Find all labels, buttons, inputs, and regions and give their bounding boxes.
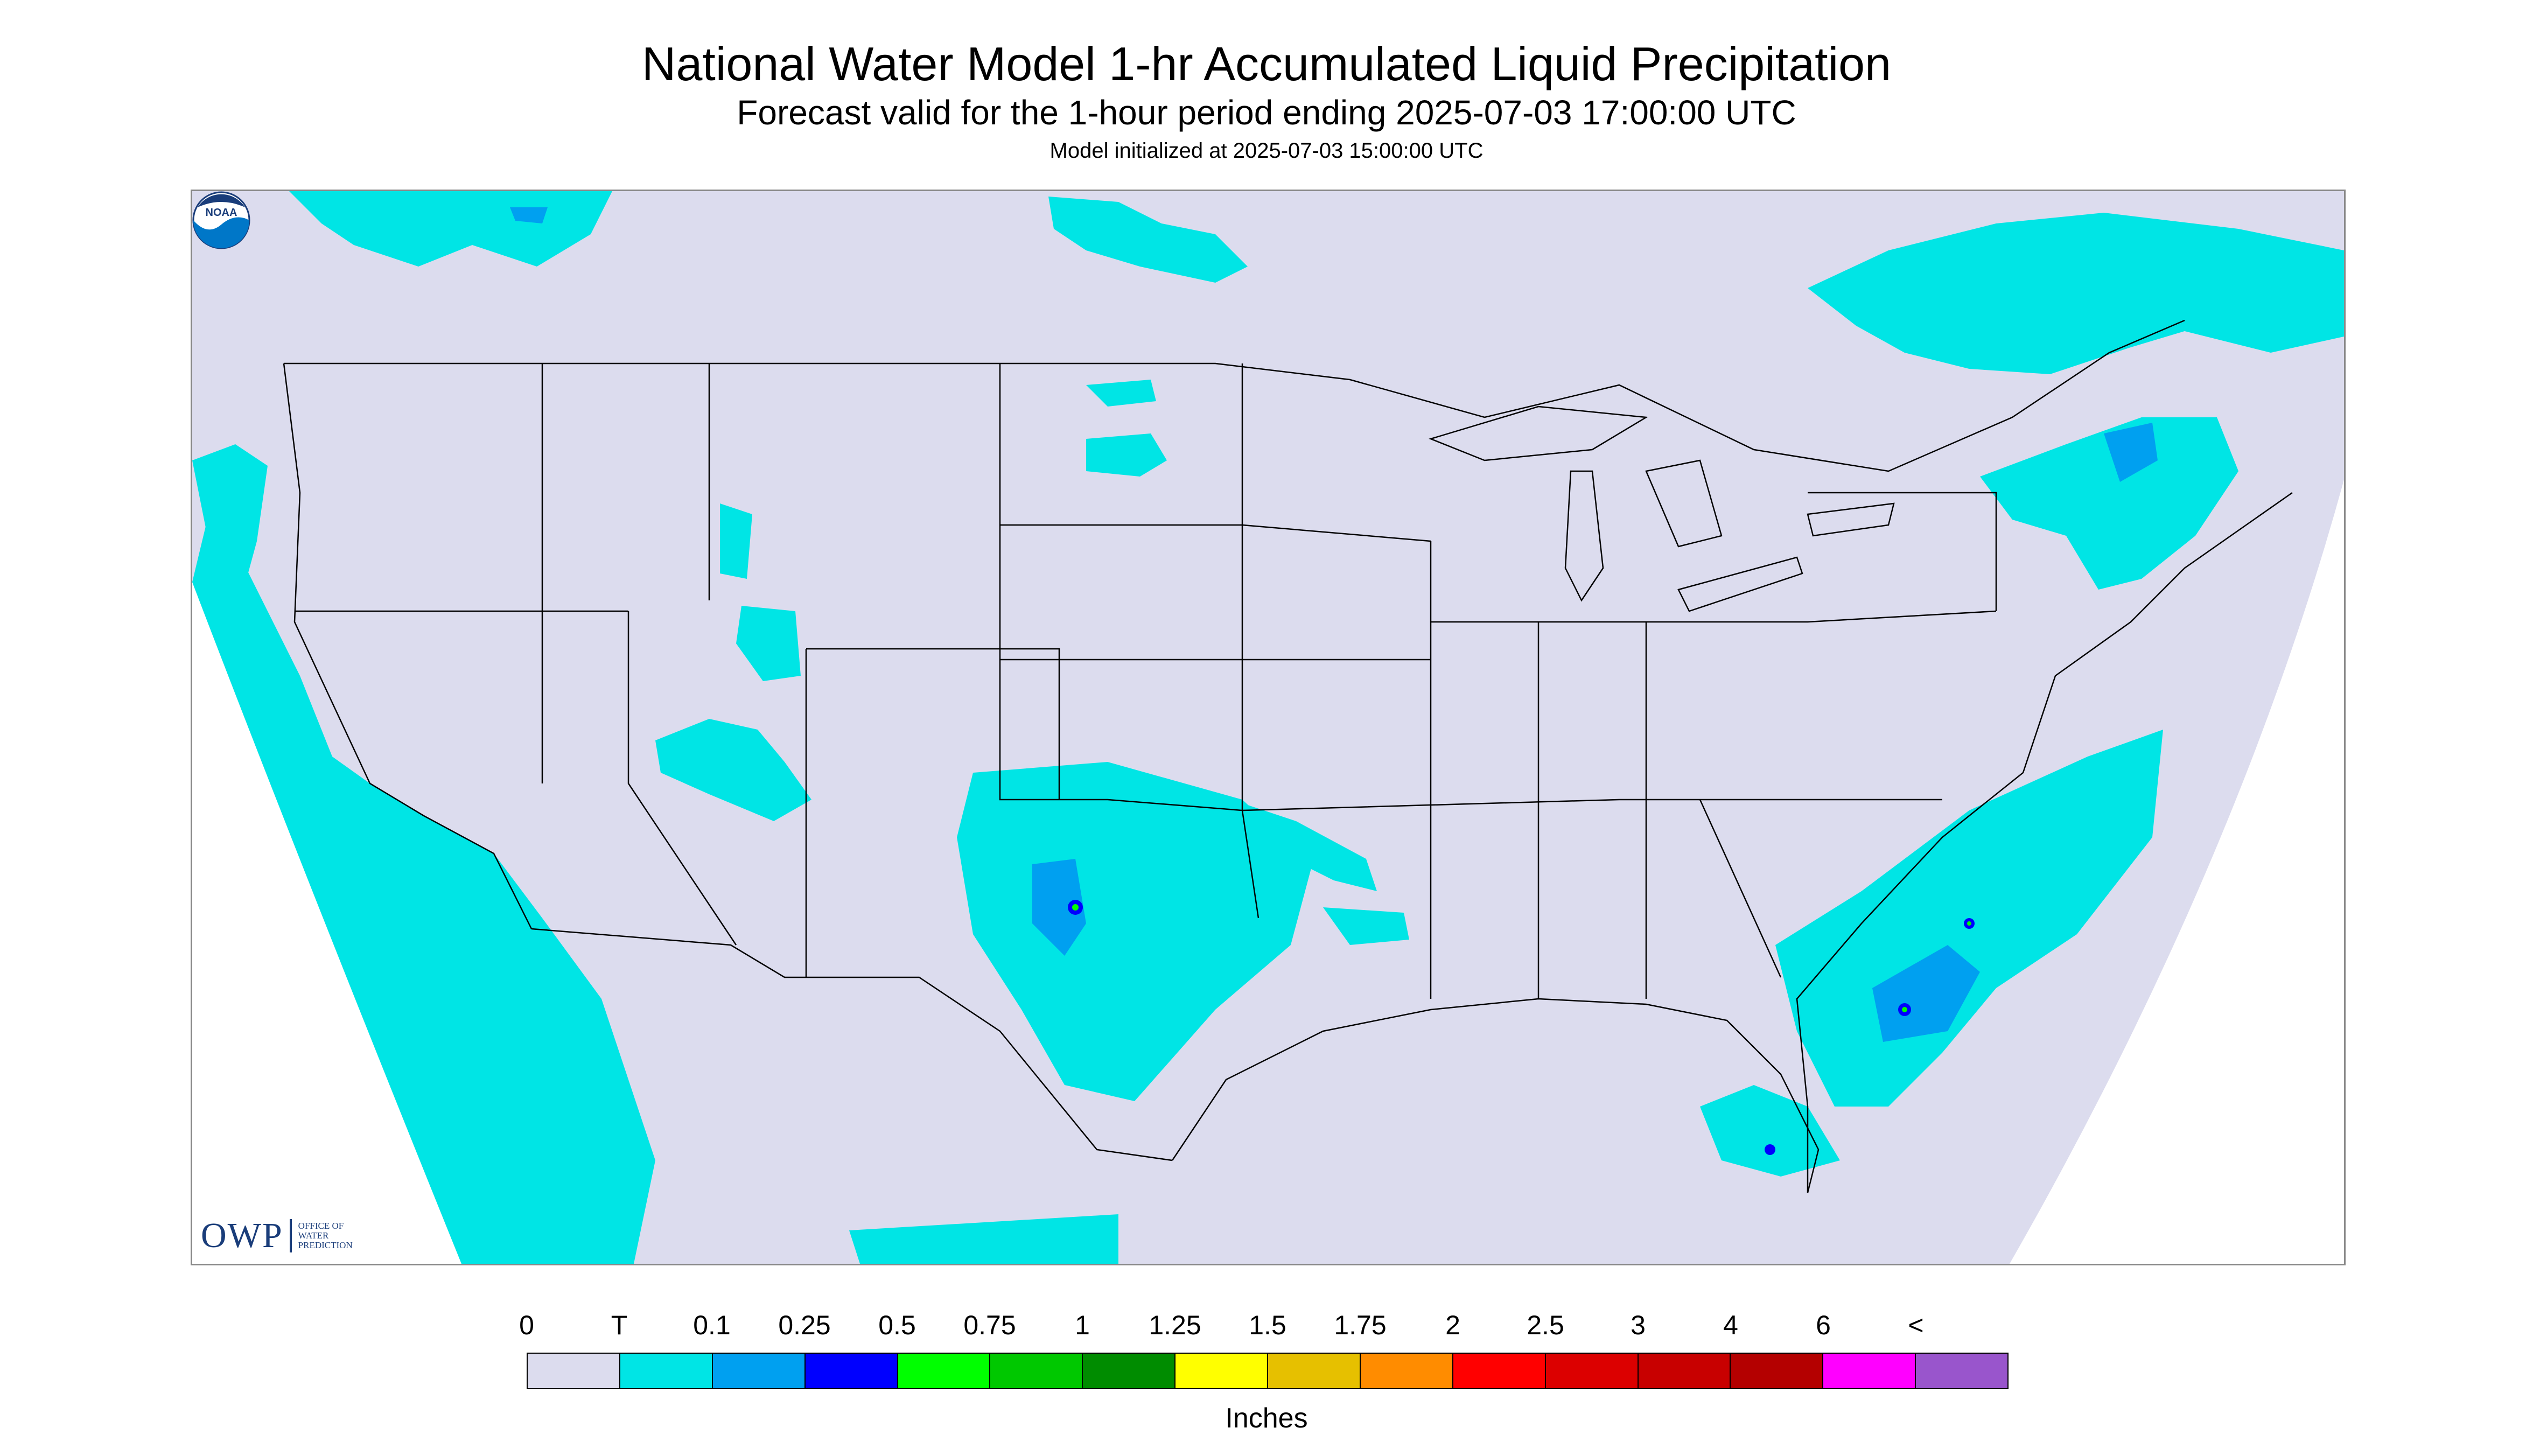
map-title: National Water Model 1-hr Accumulated Li… bbox=[641, 37, 1892, 90]
precip-area-pacific-northwest bbox=[192, 444, 268, 600]
precip-area-idaho bbox=[720, 503, 752, 579]
owp-logo-line: WATER bbox=[298, 1230, 329, 1241]
precip-area-louisiana bbox=[1323, 907, 1409, 945]
precip-legend: 0 T 0.1 0.25 0.5 0.75 1 1.25 1.5 1.75 2 2.5 3 4 6 < bbox=[519, 1292, 2009, 1389]
legend-swatch bbox=[1175, 1354, 1268, 1388]
legend-tick-label: 1.75 bbox=[1334, 1310, 1387, 1340]
legend-swatch bbox=[1638, 1354, 1731, 1388]
us-canada-border bbox=[284, 319, 2185, 472]
precip-cell bbox=[1967, 921, 1971, 926]
map-canvas bbox=[192, 191, 2344, 1264]
boundary-line bbox=[1699, 799, 1782, 978]
legend-tick-label: 0 bbox=[519, 1310, 534, 1340]
boundary-line bbox=[1242, 799, 1942, 811]
precip-light-canada bbox=[510, 207, 548, 223]
lake-huron bbox=[1645, 459, 1723, 548]
boundary-line bbox=[1808, 492, 1997, 611]
forecast-valid-subtitle: Forecast valid for the 1-hour period end… bbox=[737, 93, 1796, 132]
state-boundaries bbox=[283, 319, 2293, 1193]
legend-tick-label: 6 bbox=[1816, 1310, 1831, 1340]
precip-area-dakota bbox=[1086, 433, 1167, 477]
legend-tick-label: 3 bbox=[1631, 1310, 1646, 1340]
legend-tick-label: 0.75 bbox=[963, 1310, 1016, 1340]
precip-area-canada-central bbox=[1048, 197, 1248, 283]
legend-tick-label: 4 bbox=[1723, 1310, 1738, 1340]
us-mexico-border bbox=[531, 928, 1173, 1161]
boundary-line bbox=[806, 648, 1060, 800]
precip-cell bbox=[1072, 904, 1079, 911]
legend-swatch bbox=[528, 1354, 620, 1388]
owp-logo-text: OFFICE OF WATER PREDICTION bbox=[298, 1221, 353, 1250]
legend-swatch bbox=[1083, 1354, 1176, 1388]
precip-light-maine bbox=[2104, 423, 2158, 482]
legend-swatch bbox=[1731, 1354, 1824, 1388]
lake-michigan bbox=[1564, 470, 1604, 602]
boundary-line bbox=[999, 363, 1259, 919]
legend-swatch bbox=[898, 1354, 991, 1388]
precip-heavy-cells bbox=[1072, 904, 1971, 1012]
precip-area-northeast-canada bbox=[1808, 213, 2344, 374]
owp-logo-divider bbox=[289, 1219, 292, 1252]
noaa-logo-icon: NOAA bbox=[192, 191, 250, 249]
boundary-line bbox=[1431, 610, 1997, 623]
precip-area-texas-oklahoma bbox=[957, 762, 1312, 1101]
precipitation-map: OWP OFFICE OF WATER PREDICTION NOAA bbox=[191, 190, 2346, 1265]
precip-light-southeast bbox=[1872, 945, 1980, 1042]
precip-cell bbox=[1765, 1144, 1775, 1155]
lake-ontario bbox=[1807, 502, 1895, 537]
legend-tick-label: 1.25 bbox=[1149, 1310, 1201, 1340]
noaa-logo-text: NOAA bbox=[206, 207, 237, 219]
legend-swatch bbox=[990, 1354, 1083, 1388]
legend-tick-label: 1.5 bbox=[1249, 1310, 1286, 1340]
legend-swatch bbox=[1916, 1354, 2007, 1388]
legend-swatch bbox=[620, 1354, 713, 1388]
legend-tick-label: 0.5 bbox=[878, 1310, 916, 1340]
legend-tick-label: < bbox=[1908, 1310, 1924, 1340]
legend-tick-label: 0.25 bbox=[778, 1310, 831, 1340]
atlantic-coast bbox=[1796, 492, 2293, 1193]
owp-logo-line: OFFICE OF bbox=[298, 1221, 344, 1231]
great-lakes bbox=[1429, 405, 1895, 612]
owp-logo-line: PREDICTION bbox=[298, 1240, 353, 1250]
lake-superior bbox=[1429, 405, 1648, 461]
owp-logo: OWP OFFICE OF WATER PREDICTION bbox=[201, 1215, 353, 1256]
precip-area-arkansas-line bbox=[1248, 805, 1377, 891]
precip-area-montana bbox=[1086, 380, 1156, 407]
owp-logo-mark: OWP bbox=[201, 1216, 283, 1255]
boundary-line bbox=[627, 611, 737, 946]
lake-erie bbox=[1677, 556, 1803, 612]
precip-area-utah bbox=[655, 719, 811, 821]
legend-tick-label: 0.1 bbox=[693, 1310, 731, 1340]
legend-tick-label: 1 bbox=[1075, 1310, 1090, 1340]
legend-swatch bbox=[805, 1354, 898, 1388]
legend-tick-label: 2 bbox=[1445, 1310, 1460, 1340]
model-init-line: Model initialized at 2025-07-03 15:00:00… bbox=[1049, 139, 1484, 163]
precip-light-texas bbox=[1032, 859, 1086, 956]
precip-area-florida bbox=[1700, 1085, 1840, 1177]
legend-swatch bbox=[1823, 1354, 1916, 1388]
precip-area-gulf-mexico bbox=[849, 1214, 1118, 1264]
legend-units-label: Inches bbox=[1225, 1403, 1308, 1434]
legend-tick-label: T bbox=[611, 1310, 628, 1340]
pacific-coast bbox=[283, 363, 533, 929]
precip-area-pacific-southwest bbox=[192, 493, 655, 1264]
gulf-coast bbox=[1171, 998, 1820, 1193]
legend-color-bar bbox=[527, 1353, 2009, 1389]
legend-swatch bbox=[1545, 1354, 1639, 1388]
precip-area-new-england bbox=[1980, 417, 2238, 590]
legend-swatch bbox=[1360, 1354, 1453, 1388]
precip-cell bbox=[1902, 1007, 1907, 1012]
legend-tick-label: 2.5 bbox=[1527, 1310, 1564, 1340]
precip-area-colorado bbox=[736, 606, 801, 681]
legend-swatch bbox=[1268, 1354, 1361, 1388]
legend-swatch bbox=[712, 1354, 806, 1388]
precip-light-areas bbox=[510, 207, 2158, 1042]
legend-swatch bbox=[1453, 1354, 1546, 1388]
